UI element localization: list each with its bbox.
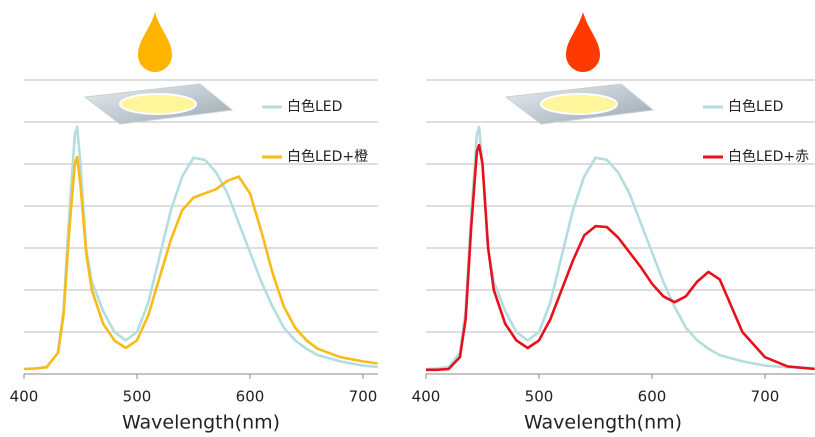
legend-label: 白色LED [287,98,342,115]
series-line [24,157,378,369]
x-axis-title: Wavelength(nm) [122,412,280,434]
x-tick-label: 400 [10,388,39,406]
legend-label: 白色LED+橙 [287,148,368,165]
x-tick-label: 500 [123,388,152,406]
legend-label: 白色LED+赤 [728,148,809,165]
x-tick-label: 700 [349,388,378,406]
x-axis-title: Wavelength(nm) [524,412,682,434]
x-tick-label: 500 [525,388,554,406]
led-light-icon [120,94,196,114]
x-tick-label: 400 [412,388,441,406]
led-light-icon [541,94,617,114]
page: 400 500 600 700 Wavelength(nm) 白色LED 白色LED+橙 40… [0,0,815,437]
legend-label: 白色LED [728,98,783,115]
x-tick-label: 700 [751,388,780,406]
x-tick-label: 600 [638,388,667,406]
legend-background [250,90,450,120]
droplet-icon [566,12,600,72]
x-tick-label: 600 [236,388,265,406]
droplet-icon [138,12,172,72]
